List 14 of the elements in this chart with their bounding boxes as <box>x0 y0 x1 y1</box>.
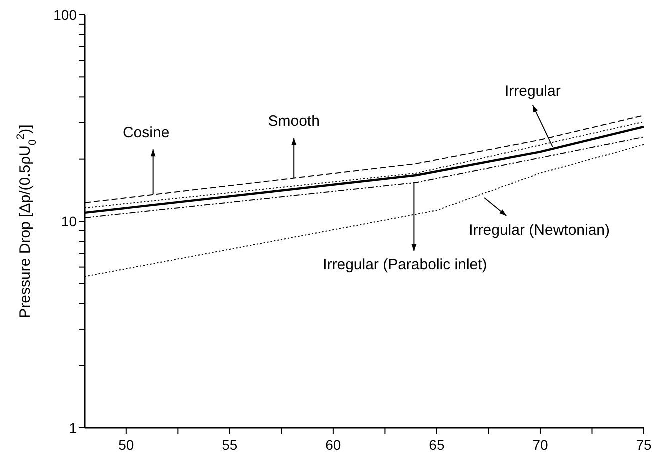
x-tick-label: 75 <box>636 436 652 453</box>
y-tick-label: 100 <box>54 6 78 23</box>
y-tick-label: 1 <box>69 420 78 436</box>
annotation: Smooth <box>268 113 320 130</box>
annotation: Irregular (Newtonian) <box>469 222 610 239</box>
annotation: Irregular <box>504 83 561 100</box>
y-tick-label: 10 <box>61 213 78 230</box>
x-tick-label: 65 <box>429 436 445 453</box>
annotation: Irregular (Parabolic inlet) <box>323 256 488 274</box>
annotation: Cosine <box>122 124 170 142</box>
x-tick-label: 70 <box>532 436 548 453</box>
x-tick-label: 50 <box>118 436 134 453</box>
x-tick-label: 60 <box>326 436 342 453</box>
x-tick-label: 55 <box>222 436 238 453</box>
